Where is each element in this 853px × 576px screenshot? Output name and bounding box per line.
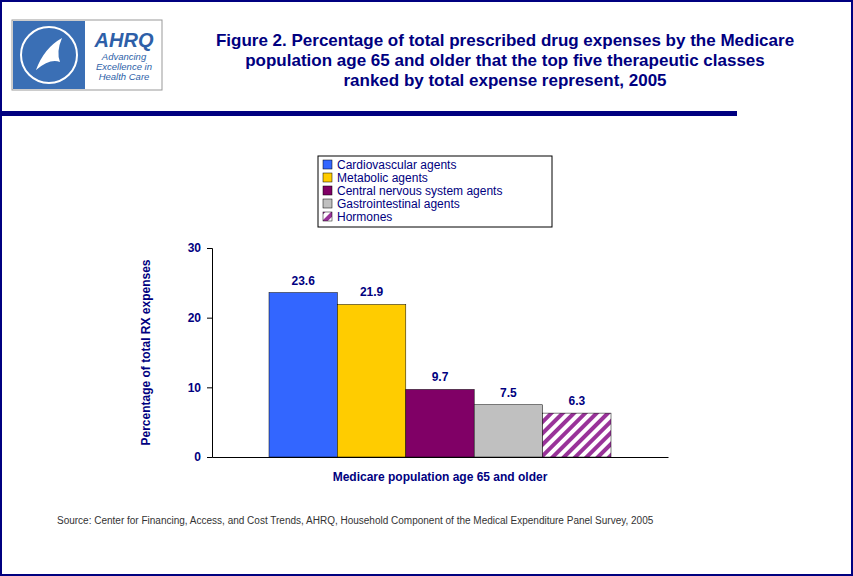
legend-swatch: [323, 173, 332, 182]
header-rule: [0, 111, 737, 116]
legend-label: Cardiovascular agents: [337, 158, 456, 172]
x-axis-line: [213, 457, 669, 458]
legend-label: Central nervous system agents: [337, 184, 502, 198]
x-tick-label: Medicare population age 65 and older: [333, 470, 548, 484]
data-label: 23.6: [292, 274, 316, 288]
logo-eagle: [36, 38, 62, 70]
logo-seal-bg: [13, 21, 85, 89]
y-tick-label: 30: [188, 241, 202, 255]
y-axis-line: [207, 249, 213, 458]
data-label: 9.7: [432, 370, 449, 384]
title: Figure 2. Percentage of total prescribed…: [216, 31, 794, 90]
legend-swatch: [323, 212, 332, 221]
y-tick-mark: [207, 318, 212, 319]
data-label: 21.9: [360, 285, 384, 299]
legend-box: [318, 156, 552, 227]
y-tick: 20: [188, 311, 212, 325]
legend-label: Gastrointestinal agents: [337, 197, 460, 211]
logo: AHRQAdvancingExcellence inHealth Care: [12, 20, 162, 90]
y-tick-mark: [207, 387, 212, 388]
y-tick-label: 10: [188, 381, 202, 395]
bars: [269, 293, 611, 457]
x-axis: Medicare population age 65 and older: [213, 457, 669, 484]
y-tick: 0: [194, 450, 212, 464]
bar: [269, 293, 337, 457]
legend-swatch: [323, 160, 332, 169]
y-tick: 30: [188, 241, 212, 255]
y-tick-mark: [207, 457, 212, 458]
legend-swatch: [323, 186, 332, 195]
y-axis: 0 10 20 30: [188, 241, 213, 464]
data-labels: 23.6 21.9 9.7 7.5 6.3: [292, 274, 586, 409]
frame: [1, 1, 852, 575]
chart: AHRQAdvancingExcellence inHealth Care Fig…: [0, 0, 853, 576]
logo-name: AHRQ: [94, 29, 154, 51]
y-tick-label: 0: [194, 450, 201, 464]
y-tick: 10: [188, 381, 212, 395]
legend-label: Metabolic agents: [337, 171, 428, 185]
y-axis-title: Percentage of total RX expenses: [139, 259, 153, 445]
x-tick: Medicare population age 65 and older: [333, 457, 548, 484]
legend-swatch: [323, 199, 332, 208]
bar: [474, 405, 542, 457]
legend-label: Hormones: [337, 210, 392, 224]
bar: [337, 304, 405, 457]
logo-box: [12, 20, 162, 90]
y-tick-mark: [207, 248, 212, 249]
legend: Cardiovascular agentsMetabolic agentsCen…: [318, 156, 552, 227]
bar: [406, 389, 474, 457]
data-label: 6.3: [568, 394, 585, 408]
source: Source: Center for Financing, Access, an…: [57, 515, 654, 526]
bar: [543, 413, 611, 457]
logo-seal: [21, 27, 77, 83]
data-label: 7.5: [500, 386, 517, 400]
y-tick-label: 20: [188, 311, 202, 325]
logo-tagline: Health Care: [99, 71, 150, 82]
